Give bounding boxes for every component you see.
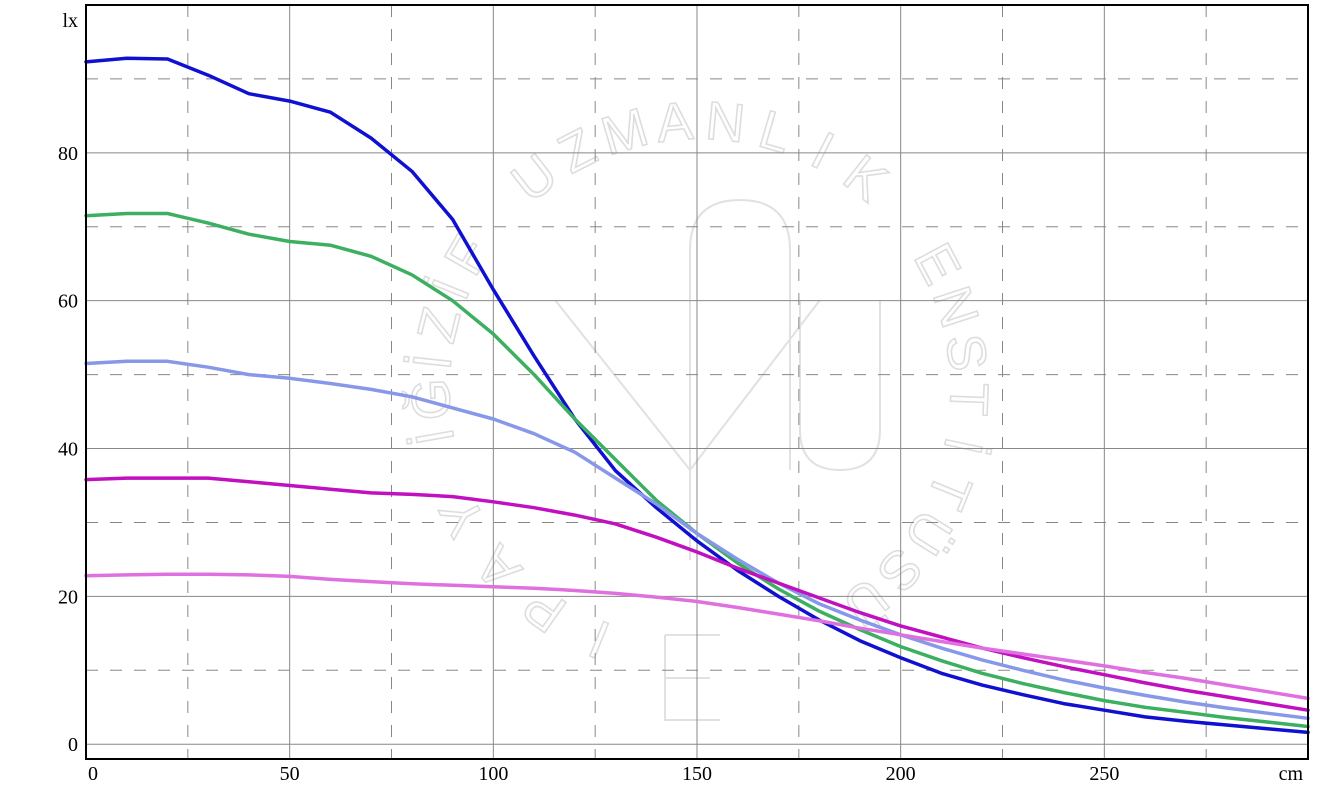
watermark-text-top: A — [654, 91, 696, 154]
axes: 0 50 100 150 200 250 0 20 40 60 80 lx cm — [58, 10, 1303, 785]
watermark-text-right: İ — [932, 432, 994, 459]
y-tick-label: 0 — [68, 734, 78, 756]
watermark-u-shape — [799, 300, 881, 472]
watermark-text-top: N — [703, 91, 748, 154]
x-tick-label: 250 — [1089, 763, 1119, 785]
watermark-text-top: M — [595, 97, 655, 167]
watermark-text-right: S — [934, 331, 998, 375]
series-line-5 — [84, 572, 1310, 701]
watermark-text-right: T — [938, 382, 999, 417]
watermark-y-shape — [554, 299, 821, 560]
x-tick-label: 50 — [280, 763, 300, 785]
x-tick-label: 0 — [88, 763, 98, 785]
watermark-text-bottom-left: I — [581, 609, 617, 670]
y-axis-label: lx — [62, 10, 78, 32]
x-axis-label: cm — [1279, 763, 1304, 785]
watermark-text-bottom-left: P — [513, 574, 577, 644]
series-line-3 — [84, 359, 1310, 721]
y-tick-label: 80 — [58, 143, 78, 165]
y-tick-label: 20 — [58, 586, 78, 608]
watermark-text-top: K — [833, 144, 898, 213]
x-tick-label: 100 — [478, 763, 508, 785]
series-line-1 — [84, 56, 1310, 735]
watermark-text-left: F — [433, 226, 501, 285]
watermark-e-shape — [664, 634, 720, 721]
series-layer — [84, 56, 1310, 735]
x-tick-label: 200 — [886, 763, 916, 785]
watermark-text-left: Ğ — [401, 377, 462, 421]
series-line-4 — [84, 476, 1310, 712]
watermark-text-top: I — [802, 121, 843, 181]
x-tick-label: 150 — [682, 763, 712, 785]
watermark-text-top: Z — [549, 117, 606, 185]
watermark-text-bottom-left: A — [464, 534, 533, 601]
plot-frame — [85, 4, 1309, 760]
y-tick-label: 60 — [58, 291, 78, 313]
watermark-text-right: N — [921, 279, 990, 335]
grid — [85, 5, 1308, 759]
watermark-text-left: İ — [402, 351, 463, 372]
watermark-text-top: L — [753, 99, 799, 165]
watermark-arch-shape — [689, 198, 791, 560]
watermark-text-left: İ — [405, 424, 467, 449]
y-tick-label: 40 — [58, 439, 78, 461]
